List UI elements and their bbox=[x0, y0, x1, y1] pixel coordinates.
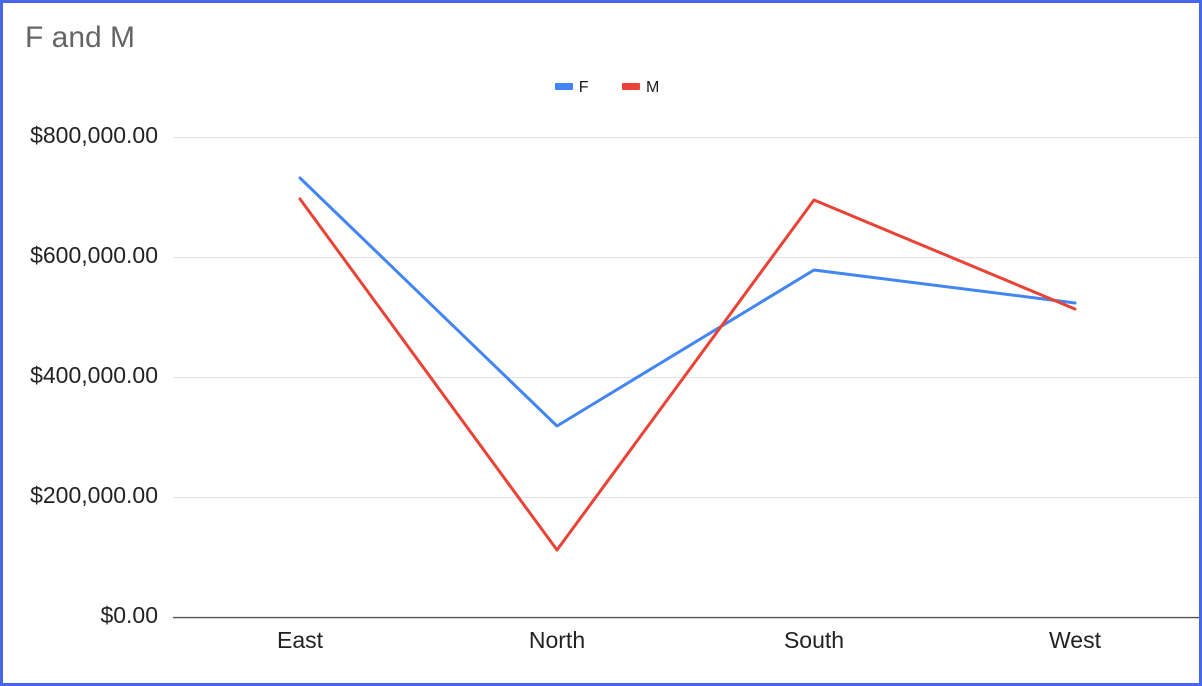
svg-text:$600,000.00: $600,000.00 bbox=[30, 242, 158, 268]
svg-text:West: West bbox=[1049, 627, 1102, 653]
svg-text:East: East bbox=[277, 627, 324, 653]
svg-text:South: South bbox=[784, 627, 844, 653]
svg-text:$200,000.00: $200,000.00 bbox=[30, 482, 158, 508]
svg-text:$0.00: $0.00 bbox=[100, 602, 158, 628]
svg-text:$400,000.00: $400,000.00 bbox=[30, 362, 158, 388]
svg-text:$800,000.00: $800,000.00 bbox=[30, 122, 158, 148]
svg-text:North: North bbox=[529, 627, 585, 653]
